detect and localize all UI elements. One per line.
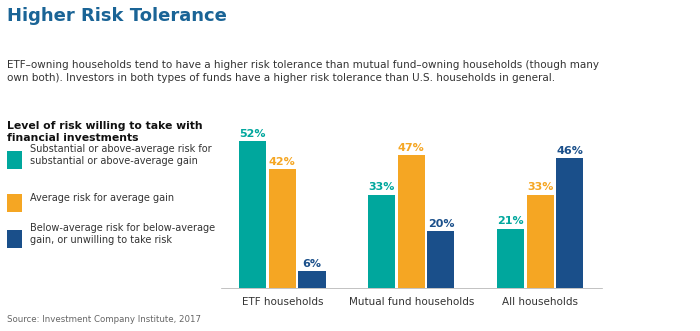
Bar (269, 169, 296, 288)
Text: ETF–owning households tend to have a higher risk tolerance than mutual fund–owni: ETF–owning households tend to have a hig… (7, 60, 599, 83)
Text: Level of risk willing to take with
financial investments: Level of risk willing to take with finan… (7, 121, 202, 143)
Bar (298, 271, 326, 288)
Text: 6%: 6% (302, 259, 321, 269)
Text: 21%: 21% (497, 216, 524, 226)
Text: Substantial or above-average risk for
substantial or above-average gain: Substantial or above-average risk for su… (30, 144, 211, 166)
Text: 47%: 47% (398, 143, 425, 153)
Bar (556, 158, 583, 288)
Text: Below-average risk for below-average
gain, or unwilling to take risk: Below-average risk for below-average gai… (30, 223, 215, 245)
Bar (398, 155, 425, 288)
Text: 52%: 52% (239, 128, 266, 139)
Text: Higher Risk Tolerance: Higher Risk Tolerance (7, 7, 227, 24)
Bar (526, 195, 554, 288)
Bar (368, 195, 395, 288)
Bar (239, 141, 266, 288)
Bar (428, 231, 454, 288)
Text: 33%: 33% (527, 182, 553, 192)
Text: Average risk for average gain: Average risk for average gain (30, 193, 174, 203)
Text: 42%: 42% (269, 157, 295, 167)
Text: 33%: 33% (368, 182, 395, 192)
Text: 46%: 46% (556, 146, 583, 156)
Text: 20%: 20% (428, 219, 454, 229)
Bar (497, 228, 524, 288)
Text: Source: Investment Company Institute, 2017: Source: Investment Company Institute, 20… (7, 315, 201, 324)
